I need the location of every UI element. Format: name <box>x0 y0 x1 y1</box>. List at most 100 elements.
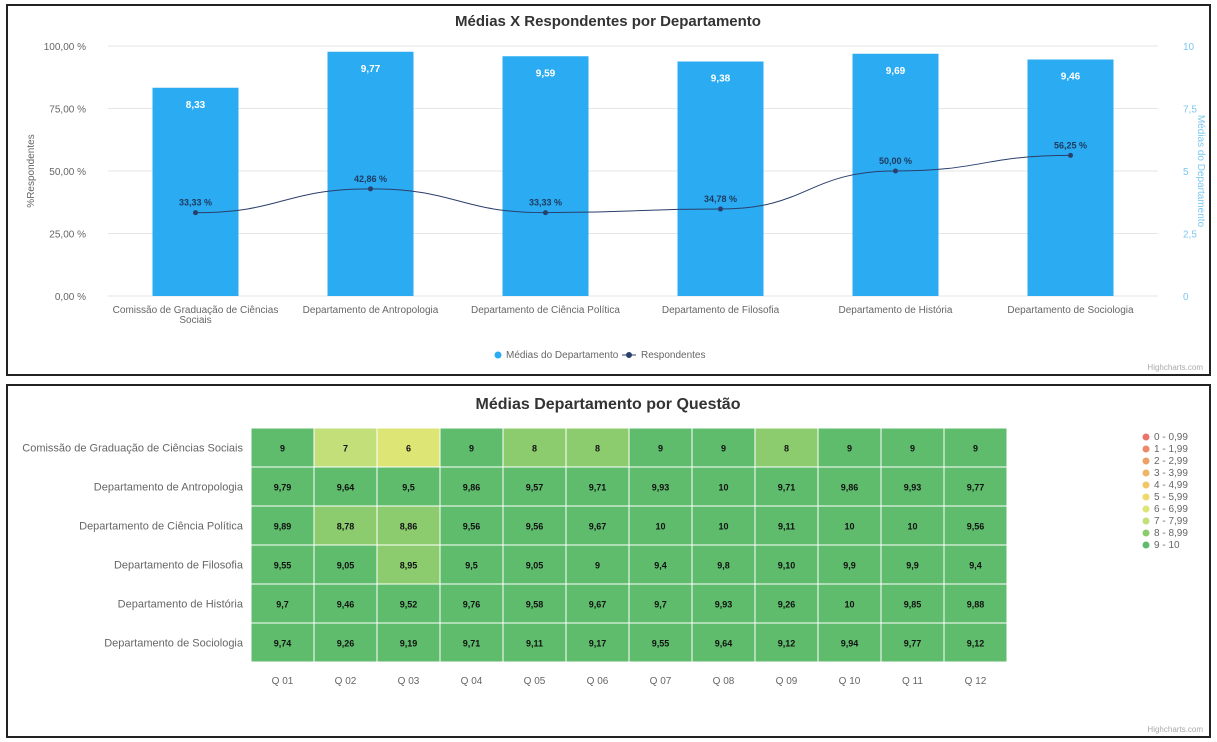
heatmap-cell[interactable] <box>817 544 882 585</box>
legend-color-marker[interactable] <box>1142 481 1150 489</box>
heatmap-cell[interactable] <box>628 583 693 624</box>
heatmap-cell-value: 9,88 <box>967 600 985 610</box>
legend-bar-marker[interactable] <box>494 351 502 359</box>
heatmap-cell[interactable] <box>565 427 630 468</box>
heatmap-cell[interactable] <box>376 622 441 663</box>
line-point[interactable] <box>893 168 898 174</box>
legend-range-label[interactable]: 1 - 1,99 <box>1154 444 1188 455</box>
legend-color-marker[interactable] <box>1142 433 1150 441</box>
heatmap-cell[interactable] <box>565 622 630 663</box>
line-data-label: 33,33 % <box>179 198 212 208</box>
row-label: Comissão de Graduação de Ciências Sociai… <box>22 443 243 455</box>
heatmap-cell[interactable] <box>754 427 819 468</box>
heatmap-cell[interactable] <box>943 466 1008 507</box>
bar[interactable] <box>1027 59 1114 297</box>
line-point[interactable] <box>1068 152 1073 158</box>
heatmap-cell[interactable] <box>439 622 504 663</box>
heatmap-cell-value: 8,95 <box>400 561 418 571</box>
heatmap-cell[interactable] <box>817 583 882 624</box>
heatmap-cell-value: 9 <box>595 561 600 571</box>
legend-range-label[interactable]: 6 - 6,99 <box>1154 504 1188 515</box>
heatmap-cell[interactable] <box>943 583 1008 624</box>
heatmap-cell-value: 9,93 <box>715 600 733 610</box>
legend-range-label[interactable]: 3 - 3,99 <box>1154 468 1188 479</box>
heatmap-cell[interactable] <box>754 544 819 585</box>
heatmap-cell[interactable] <box>565 466 630 507</box>
legend-color-marker[interactable] <box>1142 541 1150 549</box>
legend-color-marker[interactable] <box>1142 469 1150 477</box>
legend-color-marker[interactable] <box>1142 457 1150 465</box>
heatmap-cell[interactable] <box>754 505 819 546</box>
heatmap-cell[interactable] <box>754 622 819 663</box>
legend-range-label[interactable]: 5 - 5,99 <box>1154 492 1188 503</box>
legend-range-label[interactable]: 4 - 4,99 <box>1154 480 1188 491</box>
heatmap-cell[interactable] <box>943 622 1008 663</box>
heatmap-cell[interactable] <box>817 505 882 546</box>
heatmap-cell[interactable] <box>880 622 945 663</box>
heatmap-cell-value: 9,11 <box>526 639 543 649</box>
line-data-label: 33,33 % <box>529 198 562 208</box>
heatmap-cell[interactable] <box>250 505 315 546</box>
heatmap-cell[interactable] <box>943 427 1008 468</box>
heatmap-cell[interactable] <box>691 427 756 468</box>
bar[interactable] <box>852 53 939 296</box>
legend-range-label[interactable]: 0 - 0,99 <box>1154 432 1188 443</box>
heatmap-cell-value: 10 <box>844 522 854 532</box>
bar-data-label: 9,38 <box>711 74 731 85</box>
heatmap-cell[interactable] <box>313 505 378 546</box>
line-point[interactable] <box>368 186 373 192</box>
heatmap-cell[interactable] <box>313 583 378 624</box>
bar[interactable] <box>327 51 414 296</box>
column-label: Q 03 <box>398 676 420 687</box>
bar[interactable] <box>677 61 764 297</box>
column-label: Q 12 <box>965 676 987 687</box>
legend-range-label[interactable]: 8 - 8,99 <box>1154 528 1188 539</box>
heatmap-cell[interactable] <box>943 505 1008 546</box>
line-point[interactable] <box>718 206 723 212</box>
legend-color-marker[interactable] <box>1142 517 1150 525</box>
heatmap-cell[interactable] <box>565 505 630 546</box>
y-left-tick-label: 75,00 % <box>49 105 86 116</box>
legend-line-point[interactable] <box>626 352 632 358</box>
bar[interactable] <box>502 56 589 296</box>
heatmap-cell-value: 9,89 <box>274 522 292 532</box>
heatmap-cell[interactable] <box>376 505 441 546</box>
heatmap-cell[interactable] <box>691 583 756 624</box>
heatmap-cell[interactable] <box>439 505 504 546</box>
heatmap-cell[interactable] <box>628 622 693 663</box>
legend-color-marker[interactable] <box>1142 505 1150 513</box>
legend-range-label[interactable]: 7 - 7,99 <box>1154 516 1188 527</box>
heatmap-cell-value: 9 <box>469 444 474 454</box>
legend-color-marker[interactable] <box>1142 493 1150 501</box>
legend-range-label[interactable]: 2 - 2,99 <box>1154 456 1188 467</box>
legend-item-label[interactable]: Médias do Departamento <box>506 350 619 361</box>
heatmap-cell-value: 9,9 <box>843 561 856 571</box>
heatmap-cell[interactable] <box>502 583 567 624</box>
heatmap-cell[interactable] <box>880 544 945 585</box>
heatmap-cell[interactable] <box>691 505 756 546</box>
heatmap-cell[interactable] <box>754 466 819 507</box>
heatmap-cell[interactable] <box>628 466 693 507</box>
heatmap-cell[interactable] <box>880 427 945 468</box>
bar[interactable] <box>152 87 239 296</box>
column-label: Q 07 <box>650 676 672 687</box>
heatmap-cell[interactable] <box>691 622 756 663</box>
heatmap-cell[interactable] <box>502 466 567 507</box>
heatmap-cell[interactable] <box>250 466 315 507</box>
line-point[interactable] <box>543 210 548 216</box>
legend-color-marker[interactable] <box>1142 445 1150 453</box>
line-data-label: 50,00 % <box>879 156 912 166</box>
heatmap-cell[interactable] <box>250 622 315 663</box>
legend-color-marker[interactable] <box>1142 529 1150 537</box>
bar-data-label: 9,59 <box>536 68 556 79</box>
heatmap-cell-value: 9 <box>721 444 726 454</box>
heatmap-cell[interactable] <box>817 466 882 507</box>
heatmap-cell-value: 9,86 <box>463 483 481 493</box>
heatmap-cell[interactable] <box>376 466 441 507</box>
heatmap-cell[interactable] <box>376 583 441 624</box>
line-point[interactable] <box>193 210 198 216</box>
legend-item-label[interactable]: Respondentes <box>641 350 706 361</box>
heatmap-cell[interactable] <box>439 466 504 507</box>
heatmap-cell[interactable] <box>628 427 693 468</box>
legend-range-label[interactable]: 9 - 10 <box>1154 540 1180 551</box>
